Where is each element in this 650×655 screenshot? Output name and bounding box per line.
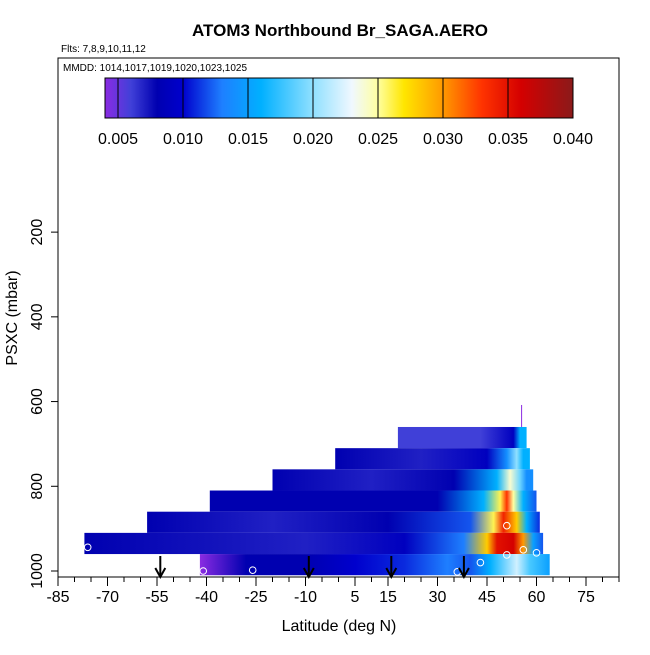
x-tick-label: 45 [478, 589, 496, 606]
sample-circle [503, 551, 511, 559]
colorbar-tick-label: 0.030 [423, 131, 463, 148]
x-tick-label: -25 [244, 589, 267, 606]
profile-arrow-head [302, 567, 315, 580]
sample-circle [248, 566, 257, 574]
heatmap-layer [272, 469, 534, 491]
colorbar-tick-label: 0.040 [553, 131, 593, 148]
chart-title: ATOM3 Northbound Br_SAGA.AERO [192, 21, 488, 40]
x-tick-label: -10 [294, 589, 317, 606]
profile-arrow-head [385, 567, 398, 580]
profile-arrow-head [154, 567, 167, 580]
heatmap-layer [397, 426, 527, 449]
sample-circles [83, 521, 541, 576]
sample-circle [532, 548, 541, 557]
x-tick-label: 75 [577, 589, 595, 606]
y-tick-label: 800 [29, 473, 46, 500]
flights-label: Flts: 7,8,9,10,11,12 [61, 44, 146, 55]
colorbar: 0.005 0.010 0.015 0.020 0.025 0.030 0.035 0.040 [98, 77, 593, 148]
y-tick-label: 200 [29, 219, 46, 246]
profile-arrow-head [458, 567, 470, 580]
dates-label: MMDD: 1014,1017,1019,1020,1023,1025 [63, 63, 247, 74]
x-tick-label: -40 [195, 589, 218, 606]
heatmap-layer [199, 554, 550, 576]
x-tick-label: -85 [46, 589, 69, 606]
y-axis-label: PSXC (mbar) [4, 270, 21, 365]
sample-circle [503, 521, 511, 530]
sample-circle [83, 543, 92, 552]
colorbar-tick-label: 0.015 [228, 131, 268, 148]
x-tick-label: 5 [351, 589, 360, 606]
colorbar-tick-label: 0.005 [98, 131, 138, 148]
sample-circle [476, 558, 485, 567]
heatmap-layer [147, 511, 540, 533]
y-tick-label: 600 [29, 388, 46, 415]
x-tick-label: 15 [379, 589, 397, 606]
colorbar-tick-label: 0.035 [488, 131, 528, 148]
heatmap-layer [209, 490, 537, 512]
y-tick-label: 400 [29, 303, 46, 330]
colorbar-tick-label: 0.025 [358, 131, 398, 148]
colorbar-tick-label: 0.010 [163, 131, 203, 148]
profile-markers [154, 556, 470, 580]
heatmap-layers [84, 404, 550, 576]
x-tick-label: 60 [528, 589, 546, 606]
colorbar-ramp [104, 77, 574, 119]
y-tick-label: 1000 [29, 553, 46, 589]
colorbar-tick-label: 0.020 [293, 131, 333, 148]
x-tick-label: 30 [429, 589, 447, 606]
heatmap-layer [335, 448, 530, 470]
y-axis: 200 400 600 800 1000 [29, 219, 59, 589]
sample-circle [199, 567, 207, 575]
x-axis: -85 -70 -55 -40 -25 -10 5 15 30 45 60 75 [46, 577, 620, 606]
heatmap-layer [84, 532, 544, 555]
sample-circle [519, 546, 528, 554]
x-tick-label: -70 [96, 589, 119, 606]
x-axis-label: Latitude (deg N) [282, 618, 397, 635]
x-tick-label: -55 [145, 589, 168, 606]
